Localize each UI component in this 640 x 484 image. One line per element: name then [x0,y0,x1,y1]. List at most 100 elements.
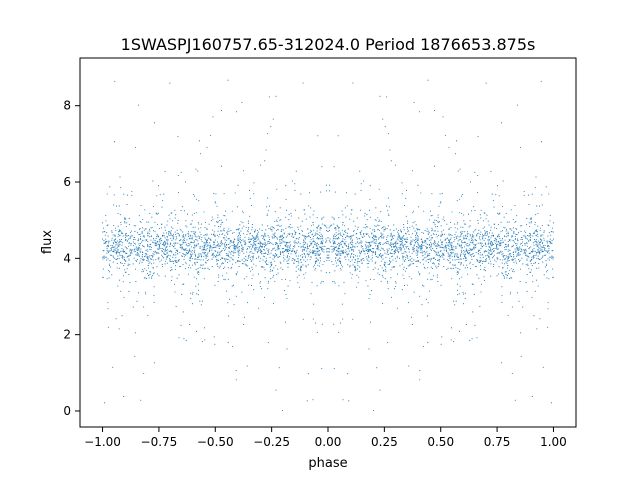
data-point [464,257,466,259]
data-point [224,215,226,217]
data-point [401,263,403,265]
data-point [227,302,229,304]
data-point [256,246,258,249]
data-point [379,389,381,391]
data-point [279,207,281,209]
data-point [496,212,499,214]
data-point [457,257,460,259]
data-point [157,223,159,225]
data-point [353,230,355,232]
data-point [382,303,384,305]
data-point [352,250,355,252]
data-point [197,243,199,245]
data-point [508,254,510,256]
data-point [415,240,418,242]
data-point [144,277,146,279]
data-point [381,226,383,228]
data-point [376,367,378,369]
data-point [464,253,466,255]
data-point [164,242,166,244]
data-point [300,246,302,248]
data-point [430,248,432,250]
data-point [279,235,281,237]
data-point [206,254,208,256]
data-point [259,281,261,283]
data-point [450,244,452,246]
data-point [379,219,381,221]
data-point [252,235,254,237]
data-point [113,194,115,196]
data-point [340,269,342,271]
data-point [317,260,319,262]
data-point [268,240,270,242]
data-point [541,250,543,252]
data-point [303,209,305,211]
data-point [157,248,159,250]
data-point [529,252,531,254]
data-point [149,274,151,276]
data-point [386,240,388,242]
data-point [522,263,524,265]
data-point [308,245,310,248]
data-point [386,236,388,238]
data-point [186,249,188,252]
data-point [437,252,439,254]
data-point [142,227,144,229]
data-point [387,241,389,243]
data-point [333,247,335,249]
data-point [154,231,156,233]
data-point [546,245,548,248]
data-point [234,192,236,194]
data-point [267,282,269,284]
data-point [320,282,322,284]
data-point [135,268,137,270]
data-point [541,243,544,245]
data-point [498,195,500,197]
data-point [255,237,257,239]
data-point [294,183,296,185]
data-point [290,253,292,255]
data-point [243,323,245,326]
data-point [411,241,413,243]
data-point [419,252,421,254]
data-point [467,213,470,215]
data-point [390,260,392,262]
data-point [267,210,269,212]
data-point [162,247,164,249]
data-point [427,267,429,269]
data-point [516,292,518,294]
chart-title: 1SWASPJ160757.65-312024.0 Period 1876653… [121,35,536,54]
data-point [550,234,552,236]
x-tick-label: 0.25 [371,435,398,449]
data-point [247,302,249,304]
data-point [161,235,163,237]
data-point [309,252,312,254]
data-point [471,239,473,241]
data-point [512,254,515,256]
data-point [257,229,259,232]
data-point [505,248,507,250]
data-point [430,246,432,248]
data-point [322,240,324,242]
data-point [203,244,205,246]
data-point [401,243,403,245]
data-point [155,250,157,252]
data-point [306,250,308,252]
data-point [302,242,304,244]
data-point [304,238,306,240]
data-point [183,253,185,255]
data-point [432,221,434,223]
data-point [221,257,223,260]
data-point [156,213,158,215]
data-point [479,254,481,256]
data-point [332,281,334,283]
data-point [212,253,214,255]
data-point [203,327,206,329]
data-point [217,254,219,256]
data-point [112,244,114,247]
data-point [237,242,239,244]
data-point [400,241,402,243]
data-point [479,252,481,254]
data-point [272,248,274,250]
data-point [389,235,391,237]
